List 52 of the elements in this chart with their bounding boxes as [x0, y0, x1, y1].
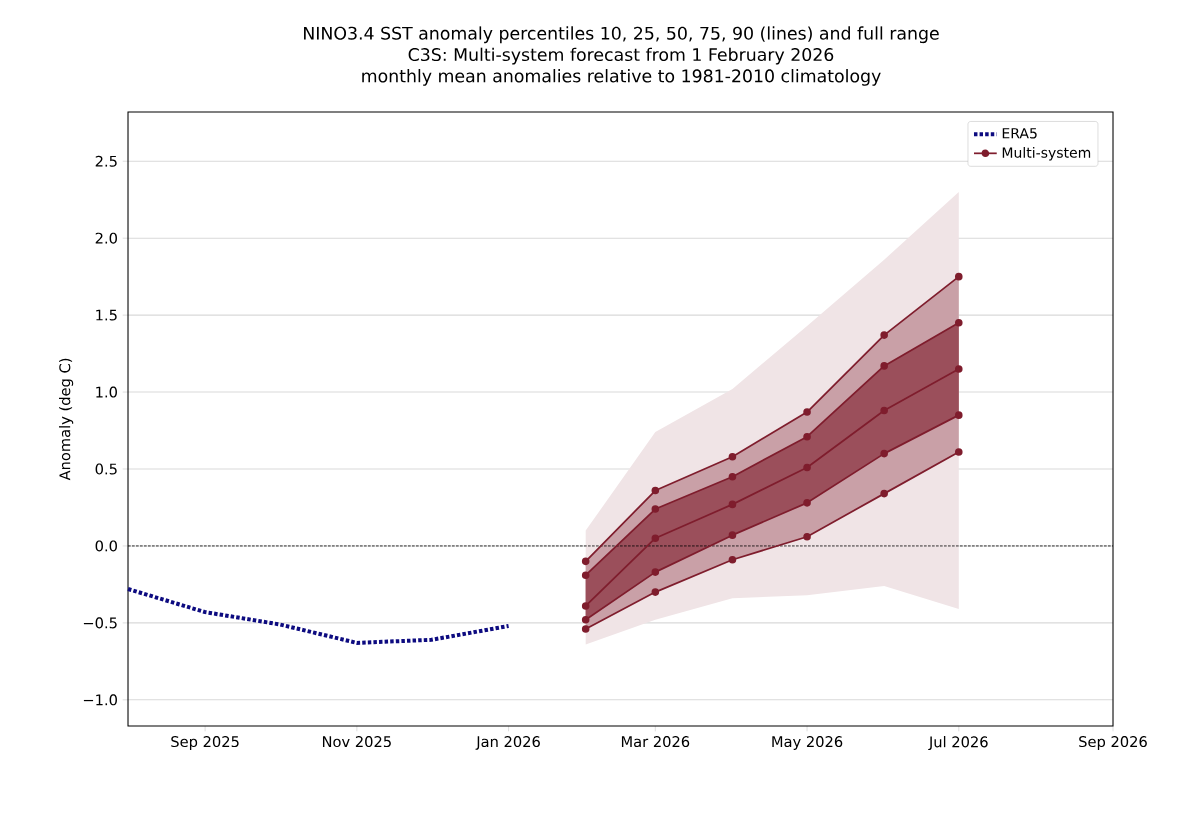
point: [728, 452, 737, 461]
point: [880, 331, 888, 339]
point: [728, 531, 737, 539]
point: [651, 534, 660, 543]
point: [803, 532, 811, 541]
point: [803, 499, 811, 507]
point: [651, 486, 660, 495]
chart-title: NINO3.4 SST anomaly percentiles 10, 25, 50, 75, 90 (lines) and full range: [304, 26, 939, 44]
point: [651, 505, 660, 513]
point: [581, 616, 590, 624]
line-series: [126, 587, 511, 645]
x-tick-label: Jul 2026: [928, 736, 988, 751]
point: [880, 489, 888, 498]
y-tick-label: 2.0: [95, 232, 117, 244]
point: [954, 411, 963, 419]
point: [728, 500, 737, 509]
y-tick-label: 1.0: [96, 386, 117, 398]
x-tick-label: Nov 2025: [322, 736, 391, 748]
point: [728, 555, 737, 564]
x-tick-label: May 2026: [772, 736, 843, 750]
point: [581, 625, 590, 633]
point: [880, 449, 888, 458]
point: [651, 568, 660, 576]
text: monthly mean anomalies relative to 1981-2010 climatology: [362, 69, 881, 86]
point: [651, 588, 660, 596]
legend-label: ERA5: [1002, 128, 1037, 139]
point: [954, 272, 963, 281]
y-tick-label: −0.5: [83, 617, 117, 629]
y-tick-label: 0.5: [95, 463, 117, 475]
point: [954, 319, 963, 327]
point: [954, 448, 963, 456]
x-tick-label: Sep 2025: [171, 736, 239, 750]
point: [728, 472, 737, 481]
point: [803, 463, 811, 472]
point: [581, 557, 590, 566]
y-tick-label: 2.5: [95, 155, 117, 167]
x-tick-label: Jan 2026: [475, 736, 540, 750]
y-tick-label: 0.0: [95, 540, 117, 552]
point: [581, 571, 590, 579]
point: [803, 408, 811, 416]
point: [581, 602, 590, 610]
y-tick-label: −1.0: [83, 694, 117, 706]
x-tick-label: Mar 2026: [621, 736, 690, 748]
x-tick-label: Sep 2026: [1079, 736, 1147, 750]
y-axis-title: Anomaly (deg C): [59, 358, 74, 481]
point: [954, 365, 963, 373]
legend-label: Multi-system: [1002, 147, 1091, 161]
y-tick-label: 1.5: [96, 309, 117, 321]
chart-subtitle: C3S: Multi-system forecast from 1 February 2026: [408, 47, 834, 65]
point: [803, 432, 811, 441]
point: [880, 406, 888, 415]
point: [880, 362, 888, 370]
